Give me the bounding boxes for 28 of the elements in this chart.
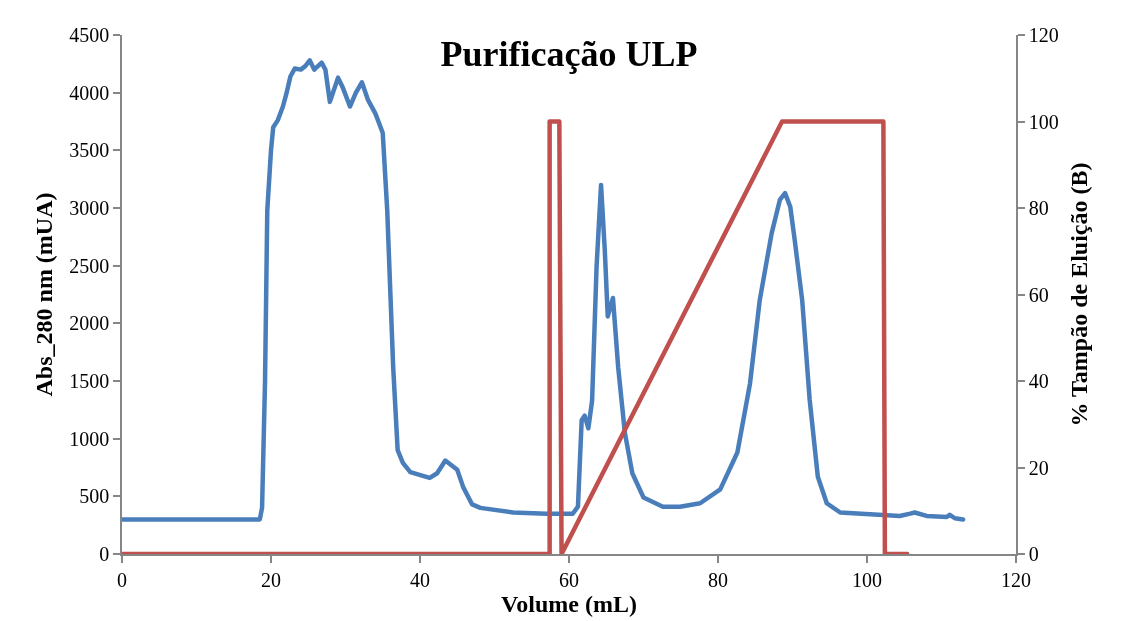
x-tick-label: 100 bbox=[852, 568, 882, 591]
x-tick-label: 80 bbox=[708, 568, 728, 591]
y-axis-title: Abs_280 nm (mUA) bbox=[30, 192, 57, 397]
x-tick-label: 60 bbox=[559, 568, 579, 591]
y2-tick-label: 0 bbox=[1028, 543, 1039, 565]
y-tick-label: 1000 bbox=[69, 427, 110, 450]
y-tick-label: 2000 bbox=[69, 312, 110, 335]
y2-axis-title: % Tampão de Eluição (B) bbox=[1065, 162, 1092, 427]
x-tick-label: 40 bbox=[410, 568, 430, 591]
y2-tick-label: 40 bbox=[1028, 370, 1049, 392]
x-axis-title: Volume (mL) bbox=[501, 590, 637, 617]
x-tick-label: 20 bbox=[261, 568, 281, 591]
chart-title: Purificação ULP bbox=[440, 33, 698, 74]
x-tick-label: 120 bbox=[1001, 568, 1031, 591]
y-tick-label: 4000 bbox=[69, 81, 110, 104]
y2-tick-label: 20 bbox=[1028, 456, 1049, 479]
y-tick-label: 0 bbox=[99, 543, 110, 565]
y-tick-label: 3000 bbox=[69, 197, 110, 219]
y-tick-label: 3500 bbox=[69, 139, 110, 162]
y2-tick-label: 60 bbox=[1028, 283, 1049, 306]
y-tick-label: 500 bbox=[79, 485, 110, 508]
y-tick-label: 2500 bbox=[69, 254, 110, 277]
y-tick-label: 1500 bbox=[69, 370, 110, 392]
y2-tick-label: 80 bbox=[1028, 197, 1049, 219]
x-tick-label: 0 bbox=[117, 568, 127, 591]
y2-tick-label: 100 bbox=[1028, 110, 1059, 133]
y-tick-label: 4500 bbox=[69, 24, 110, 46]
y2-tick-label: 120 bbox=[1028, 24, 1059, 46]
